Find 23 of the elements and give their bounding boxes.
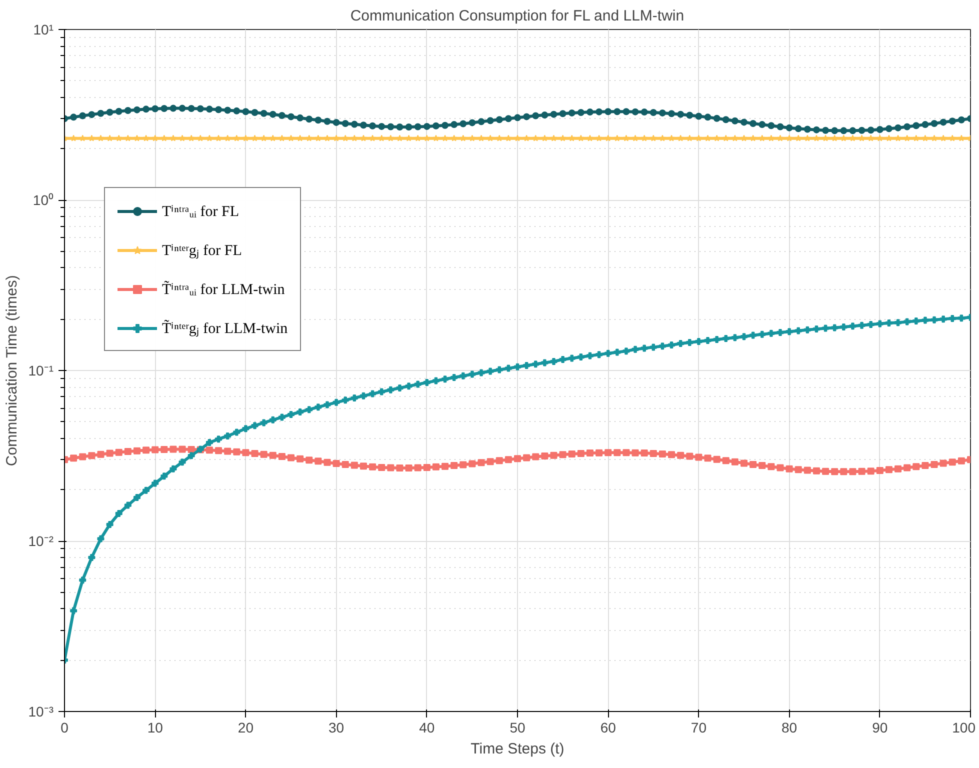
- y-tick-label: 10⁻³: [28, 704, 54, 720]
- x-tick-label: 60: [600, 720, 616, 736]
- x-tick-label: 90: [872, 720, 888, 736]
- legend-label: T̃ⁱⁿᵗᵉʳgⱼ for LLM-twin: [162, 318, 288, 338]
- x-tick-label: 80: [782, 720, 798, 736]
- x-tick-label: 40: [419, 720, 435, 736]
- x-tick-label: 70: [690, 720, 707, 736]
- y-tick-label: 10⁻¹: [28, 362, 54, 378]
- x-tick-label: 10: [147, 720, 164, 736]
- legend-label: Tⁱⁿᵗᵉʳgⱼ for FL: [162, 242, 242, 260]
- y-tick-label: 10¹: [33, 22, 54, 38]
- x-tick-label: 100: [952, 720, 976, 736]
- x-axis-title: Time Steps (t): [470, 740, 564, 758]
- chart-title: Communication Consumption for FL and LLM-twin: [350, 8, 684, 24]
- legend-label: Tⁱⁿᵗʳᵃᵤᵢ for FL: [162, 203, 239, 221]
- y-tick-label: 10⁻²: [28, 533, 54, 549]
- x-tick-label: 20: [238, 720, 254, 736]
- x-tick-label: 50: [510, 720, 526, 736]
- y-axis-title: Communication Time (times): [3, 275, 20, 466]
- y-tick-label: 10⁰: [32, 192, 54, 208]
- legend-label: T̃ⁱⁿᵗʳᵃᵤᵢ for LLM-twin: [162, 280, 285, 299]
- x-tick-label: 0: [60, 720, 69, 736]
- x-tick-label: 30: [328, 720, 344, 736]
